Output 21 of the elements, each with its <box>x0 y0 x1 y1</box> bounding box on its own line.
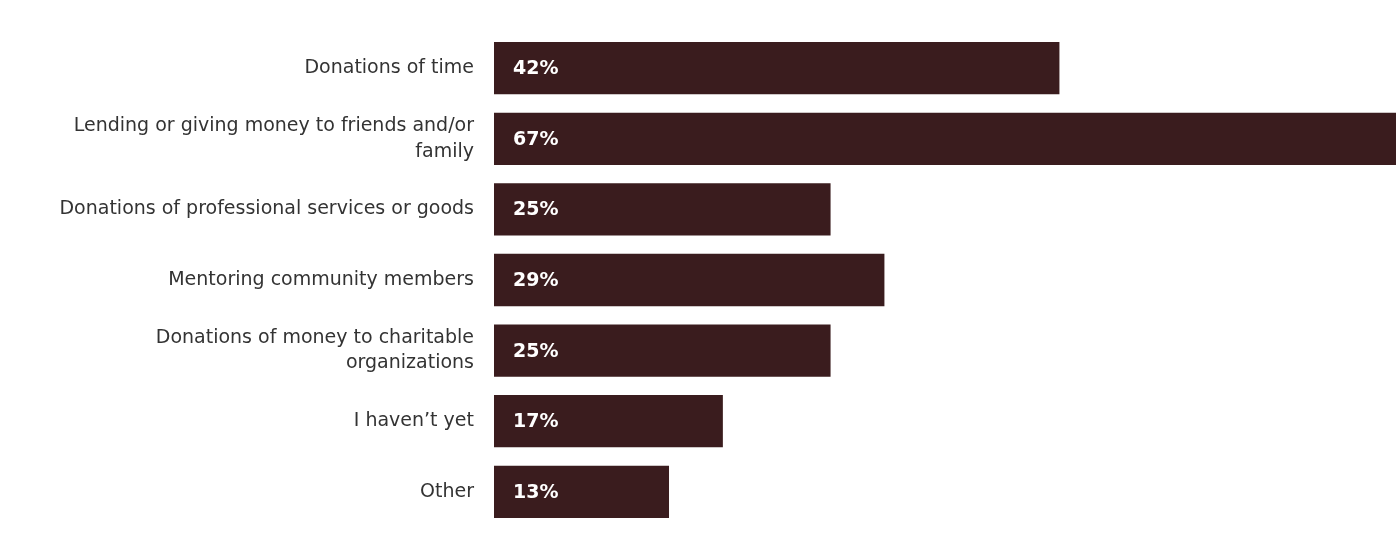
data-label: 42% <box>513 56 559 79</box>
data-label: 25% <box>513 338 559 361</box>
bar <box>494 465 670 518</box>
bar <box>494 112 1396 165</box>
bar <box>494 183 831 236</box>
y-tick-label: Donations of professional services or goods <box>59 196 474 219</box>
data-label: 13% <box>513 479 559 502</box>
data-label: 17% <box>513 409 559 432</box>
y-tick-label: Donations of time <box>304 55 474 78</box>
y-tick-label: Donations of money to charitable organizations <box>155 324 474 373</box>
bar <box>494 42 1060 95</box>
bar <box>494 324 831 377</box>
data-label: 25% <box>513 197 559 220</box>
bar <box>494 253 885 307</box>
bar <box>494 395 723 448</box>
y-tick-label: Other <box>420 478 475 501</box>
y-tick-label: Lending or giving money to friends and/or family <box>73 112 475 161</box>
y-tick-label: Mentoring community members <box>168 266 474 289</box>
data-label: 67% <box>513 126 559 149</box>
data-label: 29% <box>513 267 559 290</box>
y-tick-label: I haven’t yet <box>353 408 474 431</box>
